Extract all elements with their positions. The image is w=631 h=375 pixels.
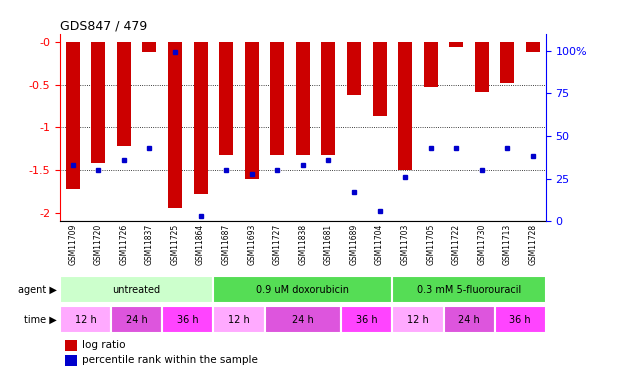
Bar: [168, 42, 182, 209]
Text: GSM11725: GSM11725: [170, 224, 179, 265]
FancyBboxPatch shape: [213, 306, 264, 333]
Text: 36 h: 36 h: [509, 315, 531, 325]
Text: GSM11709: GSM11709: [68, 224, 77, 265]
Bar: [347, 42, 361, 95]
Bar: [66, 42, 80, 189]
Text: GSM11703: GSM11703: [401, 224, 410, 265]
FancyBboxPatch shape: [264, 306, 341, 333]
Text: GSM11864: GSM11864: [196, 224, 205, 265]
FancyBboxPatch shape: [60, 306, 111, 333]
Bar: [321, 42, 336, 155]
Bar: [296, 42, 310, 155]
Bar: [65, 340, 77, 351]
Text: GSM11705: GSM11705: [427, 224, 435, 265]
FancyBboxPatch shape: [341, 306, 392, 333]
Text: untreated: untreated: [112, 285, 161, 295]
Text: GSM11727: GSM11727: [273, 224, 282, 265]
Bar: [449, 42, 463, 46]
Text: GSM11730: GSM11730: [478, 224, 487, 265]
Bar: [270, 42, 285, 155]
Bar: [372, 42, 387, 116]
Text: 0.3 mM 5-fluorouracil: 0.3 mM 5-fluorouracil: [417, 285, 521, 295]
Text: GSM11722: GSM11722: [452, 224, 461, 265]
Text: 36 h: 36 h: [177, 315, 199, 325]
Bar: [526, 42, 540, 52]
Text: 36 h: 36 h: [356, 315, 377, 325]
FancyBboxPatch shape: [213, 276, 392, 303]
Text: GSM11713: GSM11713: [503, 224, 512, 265]
Text: GSM11728: GSM11728: [529, 224, 538, 265]
Text: 0.9 uM doxorubicin: 0.9 uM doxorubicin: [256, 285, 350, 295]
Text: 24 h: 24 h: [126, 315, 148, 325]
Bar: [219, 42, 233, 155]
Text: GSM11681: GSM11681: [324, 224, 333, 265]
Bar: [500, 42, 514, 83]
Text: GSM11689: GSM11689: [350, 224, 358, 265]
Text: agent ▶: agent ▶: [18, 285, 57, 295]
Text: GSM11693: GSM11693: [247, 224, 256, 265]
FancyBboxPatch shape: [111, 306, 162, 333]
Bar: [65, 355, 77, 366]
Text: time ▶: time ▶: [24, 315, 57, 325]
Text: GDS847 / 479: GDS847 / 479: [60, 20, 147, 33]
Text: 12 h: 12 h: [228, 315, 250, 325]
FancyBboxPatch shape: [60, 276, 213, 303]
Bar: [423, 42, 438, 87]
FancyBboxPatch shape: [162, 306, 213, 333]
Text: 24 h: 24 h: [292, 315, 314, 325]
FancyBboxPatch shape: [392, 306, 444, 333]
Text: GSM11837: GSM11837: [145, 224, 154, 265]
Text: 12 h: 12 h: [407, 315, 429, 325]
FancyBboxPatch shape: [495, 306, 546, 333]
Text: GSM11704: GSM11704: [375, 224, 384, 265]
FancyBboxPatch shape: [444, 306, 495, 333]
Text: GSM11687: GSM11687: [221, 224, 231, 265]
Text: 24 h: 24 h: [458, 315, 480, 325]
Bar: [143, 42, 156, 52]
Text: 12 h: 12 h: [74, 315, 97, 325]
Text: GSM11720: GSM11720: [94, 224, 103, 265]
Bar: [117, 42, 131, 146]
Bar: [194, 42, 208, 194]
Bar: [91, 42, 105, 163]
Text: GSM11838: GSM11838: [298, 224, 307, 265]
FancyBboxPatch shape: [392, 276, 546, 303]
Bar: [398, 42, 412, 170]
Bar: [475, 42, 489, 92]
Text: percentile rank within the sample: percentile rank within the sample: [82, 355, 257, 365]
Text: log ratio: log ratio: [82, 340, 126, 350]
Bar: [245, 42, 259, 178]
Text: GSM11726: GSM11726: [119, 224, 128, 265]
